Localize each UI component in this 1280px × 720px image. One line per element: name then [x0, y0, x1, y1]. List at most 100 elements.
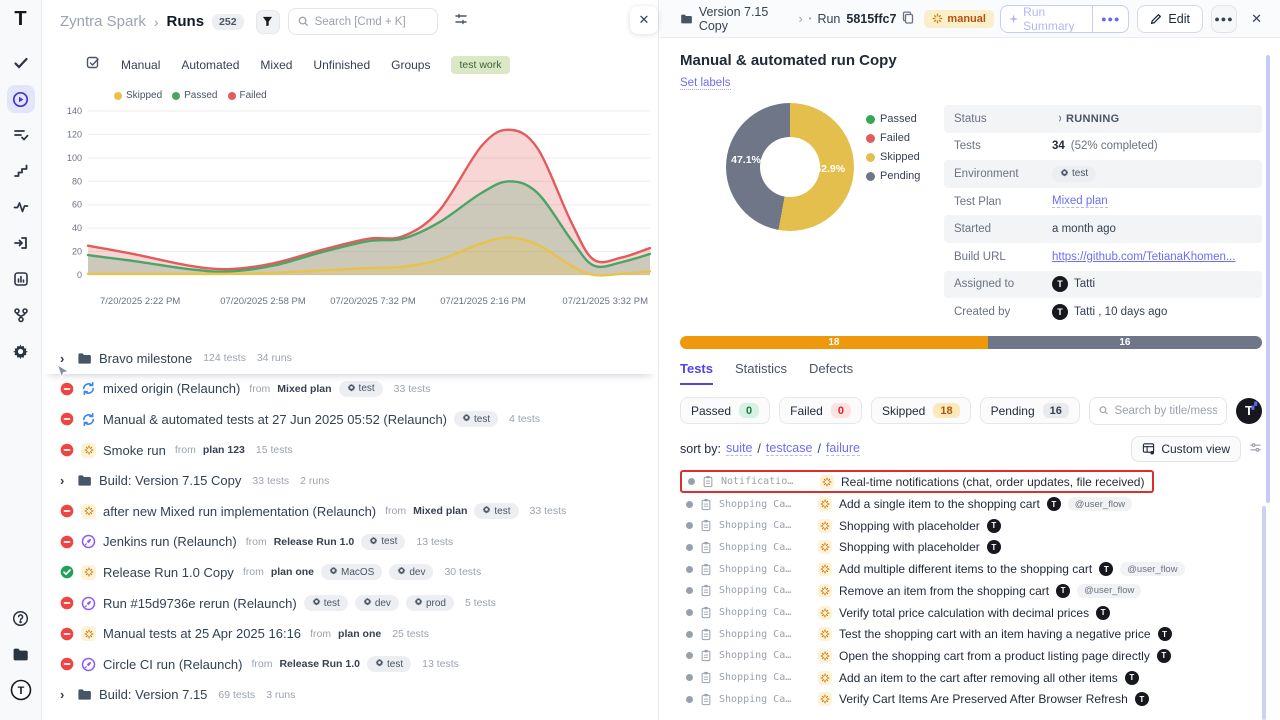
tests-search-input[interactable] [1114, 404, 1217, 417]
run-breadcrumb-folder[interactable]: Version 7.15 Copy [698, 4, 769, 33]
run-row[interactable]: mixed origin (Relaunch) from Mixed plan tes… [42, 374, 658, 405]
run-title[interactable]: Manual & automated tests at 27 Jun 2025 … [103, 411, 447, 427]
test-title[interactable]: Open the shopping cart from a product li… [839, 648, 1150, 663]
test-title[interactable]: Add multiple different items to the shop… [839, 562, 1093, 577]
run-row[interactable]: Manual tests at 25 Apr 2025 16:16 from pla… [42, 618, 658, 649]
select-runs-icon[interactable] [86, 55, 100, 74]
test-row[interactable]: Shopping Ca… Add multiple different items… [680, 558, 1262, 580]
settings-gear-icon[interactable] [7, 337, 35, 365]
runs-tab-unfinished[interactable]: Unfinished [313, 57, 371, 72]
user-avatar[interactable]: T [7, 676, 35, 704]
test-list-icon[interactable] [7, 121, 35, 149]
run-row[interactable]: Manual & automated tests at 27 Jun 2025 … [42, 404, 658, 435]
tab-defects[interactable]: Defects [809, 360, 854, 376]
test-title[interactable]: Test the shopping cart with an item havi… [839, 627, 1151, 642]
filter-chip-failed[interactable]: Failed 0 [779, 397, 862, 425]
run-title[interactable]: Run #15d9736e rerun (Relaunch) [103, 595, 297, 611]
test-row[interactable]: Shopping Ca… Shopping with placeholder T [680, 537, 1262, 559]
run-title[interactable]: Jenkins run (Relaunch) [103, 534, 237, 550]
run-title[interactable]: after new Mixed run implementation (Rela… [103, 503, 377, 519]
filter-chip-skipped[interactable]: Skipped 18 [870, 397, 971, 425]
build-url-link[interactable]: https://github.com/TetianaKhomen... [1052, 250, 1236, 263]
test-title[interactable]: Real-time notifications (chat, order upd… [841, 474, 1145, 489]
test-title[interactable]: Verify Cart Items Are Preserved After Br… [839, 692, 1128, 707]
test-title[interactable]: Remove an item from the shopping cart [839, 583, 1050, 598]
more-actions-button[interactable]: ●●● [1210, 4, 1238, 33]
sort-link-failure[interactable]: failure [825, 441, 860, 457]
chevron-right-icon[interactable]: › [60, 687, 65, 703]
runs-tab-manual[interactable]: Manual [121, 57, 161, 72]
tab-tests[interactable]: Tests [680, 361, 713, 385]
folder-title[interactable]: Bravo milestone [99, 350, 193, 366]
folder-title[interactable]: Build: Version 7.15 [99, 687, 208, 703]
edit-button[interactable]: Edit [1137, 4, 1203, 33]
scrollbar-thumb-main[interactable] [1266, 55, 1270, 503]
set-labels-link[interactable]: Set labels [680, 77, 731, 90]
projects-folder-icon[interactable] [7, 640, 35, 668]
runs-search-input[interactable] [314, 15, 425, 28]
reports-icon[interactable] [7, 265, 35, 293]
app-logo-icon[interactable]: T [14, 8, 27, 30]
plan-link[interactable]: Mixed plan [277, 382, 332, 395]
runs-tab-automated[interactable]: Automated [181, 57, 240, 72]
plan-link[interactable]: Mixed plan [413, 505, 468, 518]
plan-link[interactable]: plan one [338, 627, 382, 640]
run-summary-more-button[interactable]: ●●● [1092, 5, 1128, 32]
test-row[interactable]: Shopping Ca… Remove an item from the shop… [680, 580, 1262, 602]
import-run-icon[interactable] [7, 229, 35, 257]
plan-link[interactable]: Release Run 1.0 [279, 658, 360, 671]
run-row[interactable]: Run #15d9736e rerun (Relaunch) test dev pro… [42, 588, 658, 619]
plan-link[interactable]: plan one [270, 566, 314, 579]
filter-chip-passed[interactable]: Passed 0 [680, 397, 771, 425]
test-title[interactable]: Shopping with placeholder [839, 540, 980, 555]
test-row[interactable]: Shopping Ca… Add a single item to the sho… [680, 493, 1262, 515]
test-title[interactable]: Add a single item to the shopping cart [839, 497, 1040, 512]
plan-link[interactable]: Release Run 1.0 [273, 535, 355, 548]
run-row[interactable]: Circle CI run (Relaunch) from Release Run … [42, 649, 658, 680]
assignee-filter-avatar[interactable]: T ▞ [1236, 397, 1262, 424]
test-row[interactable]: Shopping Ca… Test the shopping cart with … [680, 623, 1262, 645]
test-plan-link[interactable]: Mixed plan [1052, 195, 1108, 209]
breadcrumb-project[interactable]: Zyntra Spark [60, 13, 146, 30]
run-summary-button[interactable]: Run Summary ●●● [999, 4, 1130, 33]
scrollbar-thumb-list[interactable] [1262, 506, 1266, 720]
test-title[interactable]: Add an item to the cart after removing a… [839, 670, 1118, 685]
test-row[interactable]: Shopping Ca… Add an item to the cart afte… [680, 667, 1262, 689]
run-title[interactable]: mixed origin (Relaunch) [103, 381, 241, 397]
run-row[interactable]: Smoke run from plan 123 15 tests [42, 435, 658, 466]
sort-link-suite[interactable]: suite [726, 441, 753, 457]
pulse-icon[interactable] [7, 193, 35, 221]
run-title[interactable]: Release Run 1.0 Copy [103, 564, 234, 580]
custom-view-button[interactable]: Custom view [1131, 435, 1241, 462]
runs-view-settings-icon[interactable] [454, 12, 468, 31]
tests-search[interactable] [1088, 396, 1227, 425]
runs-tab-mixed[interactable]: Mixed [260, 57, 293, 72]
tab-statistics[interactable]: Statistics [735, 360, 788, 376]
test-title[interactable]: Shopping with placeholder [839, 518, 980, 533]
folder-title[interactable]: Build: Version 7.15 Copy [99, 473, 242, 489]
sort-link-testcase[interactable]: testcase [765, 441, 813, 457]
plan-link[interactable]: plan 123 [202, 444, 245, 457]
test-row[interactable]: Shopping Ca… Open the shopping cart from … [680, 645, 1262, 667]
tag-filter-badge[interactable]: test work [451, 55, 510, 74]
test-row[interactable]: Shopping Ca… Verify Cart Items Are Preser… [680, 688, 1262, 710]
steps-icon[interactable] [7, 157, 35, 185]
branch-icon[interactable] [7, 301, 35, 329]
filter-chip-pending[interactable]: Pending 16 [979, 397, 1080, 425]
filter-funnel-button[interactable] [255, 9, 280, 34]
runs-play-icon[interactable] [6, 85, 35, 113]
run-folder-row[interactable]: › Bravo milestone 124 tests 34 runs [42, 343, 658, 374]
run-title[interactable]: Manual tests at 25 Apr 2025 16:16 [103, 626, 302, 642]
runs-tab-groups[interactable]: Groups [391, 57, 431, 72]
run-folder-row[interactable]: › Build: Version 7.15 Copy 33 tests 2 runs [42, 465, 658, 496]
run-row[interactable]: after new Mixed run implementation (Rela… [42, 496, 658, 527]
run-folder-row[interactable]: › Build: Version 7.15 69 tests 3 runs [42, 680, 658, 711]
runs-search[interactable] [287, 8, 438, 35]
run-title[interactable]: Smoke run [103, 442, 166, 458]
chevron-right-icon[interactable]: › [60, 350, 65, 366]
help-icon[interactable] [7, 604, 35, 632]
test-row[interactable]: Shopping Ca… Shopping with placeholder T [680, 515, 1262, 537]
close-panel-button[interactable]: ✕ [630, 6, 658, 34]
close-detail-button[interactable]: ✕ [1251, 10, 1262, 26]
tasks-check-icon[interactable] [7, 49, 35, 77]
